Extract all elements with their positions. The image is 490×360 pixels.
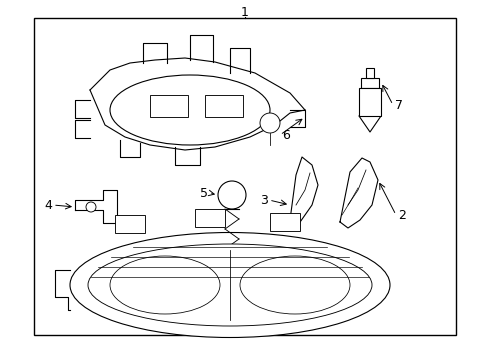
Text: 2: 2	[398, 208, 406, 221]
Bar	[115, 215, 145, 233]
Text: 1: 1	[241, 5, 249, 18]
Ellipse shape	[70, 233, 390, 338]
Bar	[270, 213, 300, 231]
Text: 5: 5	[200, 186, 208, 199]
Text: 3: 3	[260, 194, 268, 207]
Bar	[150, 95, 188, 117]
Ellipse shape	[88, 244, 372, 326]
Bar	[359, 88, 381, 116]
Text: 6: 6	[282, 129, 290, 141]
Text: 4: 4	[44, 198, 52, 212]
Circle shape	[86, 202, 96, 212]
Bar	[34, 18, 456, 335]
Bar	[361, 78, 379, 88]
Bar	[366, 68, 374, 78]
Bar	[195, 209, 225, 227]
Text: 7: 7	[395, 99, 403, 112]
Circle shape	[218, 181, 246, 209]
Circle shape	[260, 113, 280, 133]
Bar	[205, 95, 243, 117]
